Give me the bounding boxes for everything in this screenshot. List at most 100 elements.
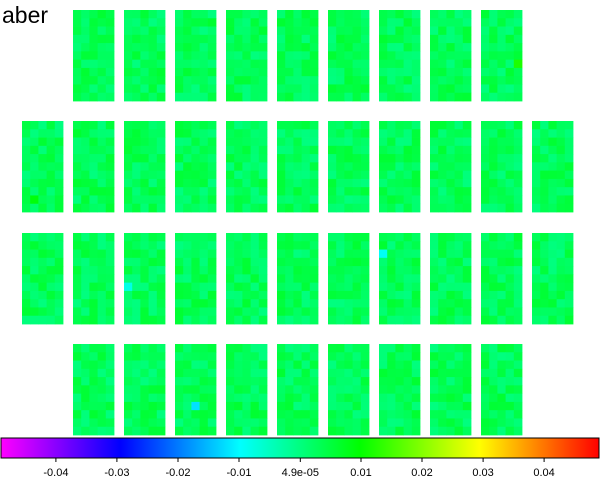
heatmap-cell xyxy=(183,137,192,147)
heatmap-cell xyxy=(438,137,447,147)
heatmap-cell xyxy=(207,233,217,242)
colorbar-tick-label: 0.03 xyxy=(472,467,493,479)
heatmap-cell xyxy=(446,203,455,213)
heatmap-cell xyxy=(89,18,98,27)
heatmap-cell xyxy=(156,393,166,403)
heatmap-cell xyxy=(124,426,133,436)
heatmap-cell xyxy=(234,344,243,353)
heatmap-cell xyxy=(489,344,498,353)
heatmap-cell xyxy=(89,418,98,428)
heatmap-cell xyxy=(446,145,455,155)
heatmap-cell xyxy=(183,368,192,378)
heatmap-cell xyxy=(38,307,47,317)
heatmap-cell xyxy=(352,393,362,403)
heatmap-cell xyxy=(438,67,447,77)
heatmap-cell xyxy=(301,51,311,61)
heatmap-cell xyxy=(97,233,107,242)
heatmap-cell xyxy=(411,76,421,85)
heatmap-cell xyxy=(438,274,447,284)
heatmap-cell xyxy=(73,187,82,196)
heatmap-cell xyxy=(309,368,319,378)
heatmap-cell xyxy=(462,18,472,27)
heatmap-cell xyxy=(140,344,149,353)
heatmap-cell xyxy=(513,145,523,155)
heatmap-cell xyxy=(105,344,115,353)
heatmap-cell xyxy=(430,418,439,428)
heatmap-cell xyxy=(481,307,490,317)
heatmap-cell xyxy=(156,43,166,52)
heatmap-cell xyxy=(97,43,107,52)
heatmap-cell xyxy=(207,368,217,378)
heatmap-cell xyxy=(462,368,472,378)
heatmap-cell xyxy=(395,257,404,267)
heatmap-cell xyxy=(379,67,388,77)
heatmap-cell xyxy=(336,34,345,44)
heatmap-cell xyxy=(199,51,209,61)
heatmap-cell xyxy=(497,84,506,94)
heatmap-cell xyxy=(81,266,90,275)
heatmap-cell xyxy=(132,307,141,317)
heatmap-cell xyxy=(97,299,107,308)
heatmap-cell xyxy=(548,299,557,308)
heatmap-cell xyxy=(344,418,353,428)
heatmap-cell xyxy=(293,76,302,85)
heatmap-cell xyxy=(89,360,98,370)
heatmap-cell xyxy=(124,307,133,317)
sensor-panel xyxy=(277,344,319,436)
colorbar-gradient xyxy=(0,437,600,459)
sensor-panel xyxy=(430,233,472,325)
heatmap-cell xyxy=(124,203,133,213)
heatmap-cell xyxy=(352,187,362,196)
heatmap-cell xyxy=(293,426,302,436)
heatmap-cell xyxy=(446,307,455,317)
heatmap-cell xyxy=(344,307,353,317)
heatmap-cell xyxy=(454,352,464,361)
heatmap-cell xyxy=(489,410,498,419)
heatmap-cell xyxy=(277,299,286,308)
heatmap-cell xyxy=(328,257,337,267)
heatmap-cell xyxy=(309,84,319,94)
heatmap-cell xyxy=(540,145,549,155)
heatmap-cell xyxy=(293,170,302,180)
heatmap-cell xyxy=(124,59,133,69)
heatmap-cell xyxy=(481,178,490,188)
heatmap-cell xyxy=(250,162,260,172)
heatmap-cell xyxy=(336,257,345,267)
heatmap-cell xyxy=(242,401,251,411)
heatmap-cell xyxy=(430,266,439,275)
heatmap-cell xyxy=(105,92,115,102)
heatmap-cell xyxy=(30,249,39,259)
heatmap-cell xyxy=(301,162,311,172)
heatmap-cell xyxy=(513,162,523,172)
heatmap-cell xyxy=(489,274,498,284)
heatmap-cell xyxy=(309,315,319,325)
heatmap-cell xyxy=(140,137,149,147)
heatmap-cell xyxy=(403,203,413,213)
heatmap-cell xyxy=(497,282,506,292)
heatmap-cell xyxy=(344,257,353,267)
heatmap-cell xyxy=(379,51,388,61)
heatmap-cell xyxy=(97,282,107,292)
heatmap-cell xyxy=(207,266,217,275)
heatmap-cell xyxy=(411,233,421,242)
heatmap-cell xyxy=(199,18,209,27)
heatmap-cell xyxy=(105,162,115,172)
heatmap-cell xyxy=(38,178,47,188)
heatmap-cell xyxy=(191,393,200,403)
heatmap-cell xyxy=(481,385,490,395)
heatmap-cell xyxy=(489,162,498,172)
heatmap-cell xyxy=(497,249,506,259)
heatmap-cell xyxy=(446,121,455,130)
heatmap-cell xyxy=(105,418,115,428)
heatmap-cell xyxy=(497,67,506,77)
sensor-panel xyxy=(379,344,421,436)
heatmap-cell xyxy=(132,257,141,267)
heatmap-cell xyxy=(285,257,294,267)
heatmap-cell xyxy=(250,249,260,259)
heatmap-cell xyxy=(124,274,133,284)
heatmap-cell xyxy=(379,162,388,172)
heatmap-cell xyxy=(175,393,184,403)
heatmap-cell xyxy=(360,344,370,353)
heatmap-cell xyxy=(277,241,286,250)
heatmap-cell xyxy=(505,274,515,284)
